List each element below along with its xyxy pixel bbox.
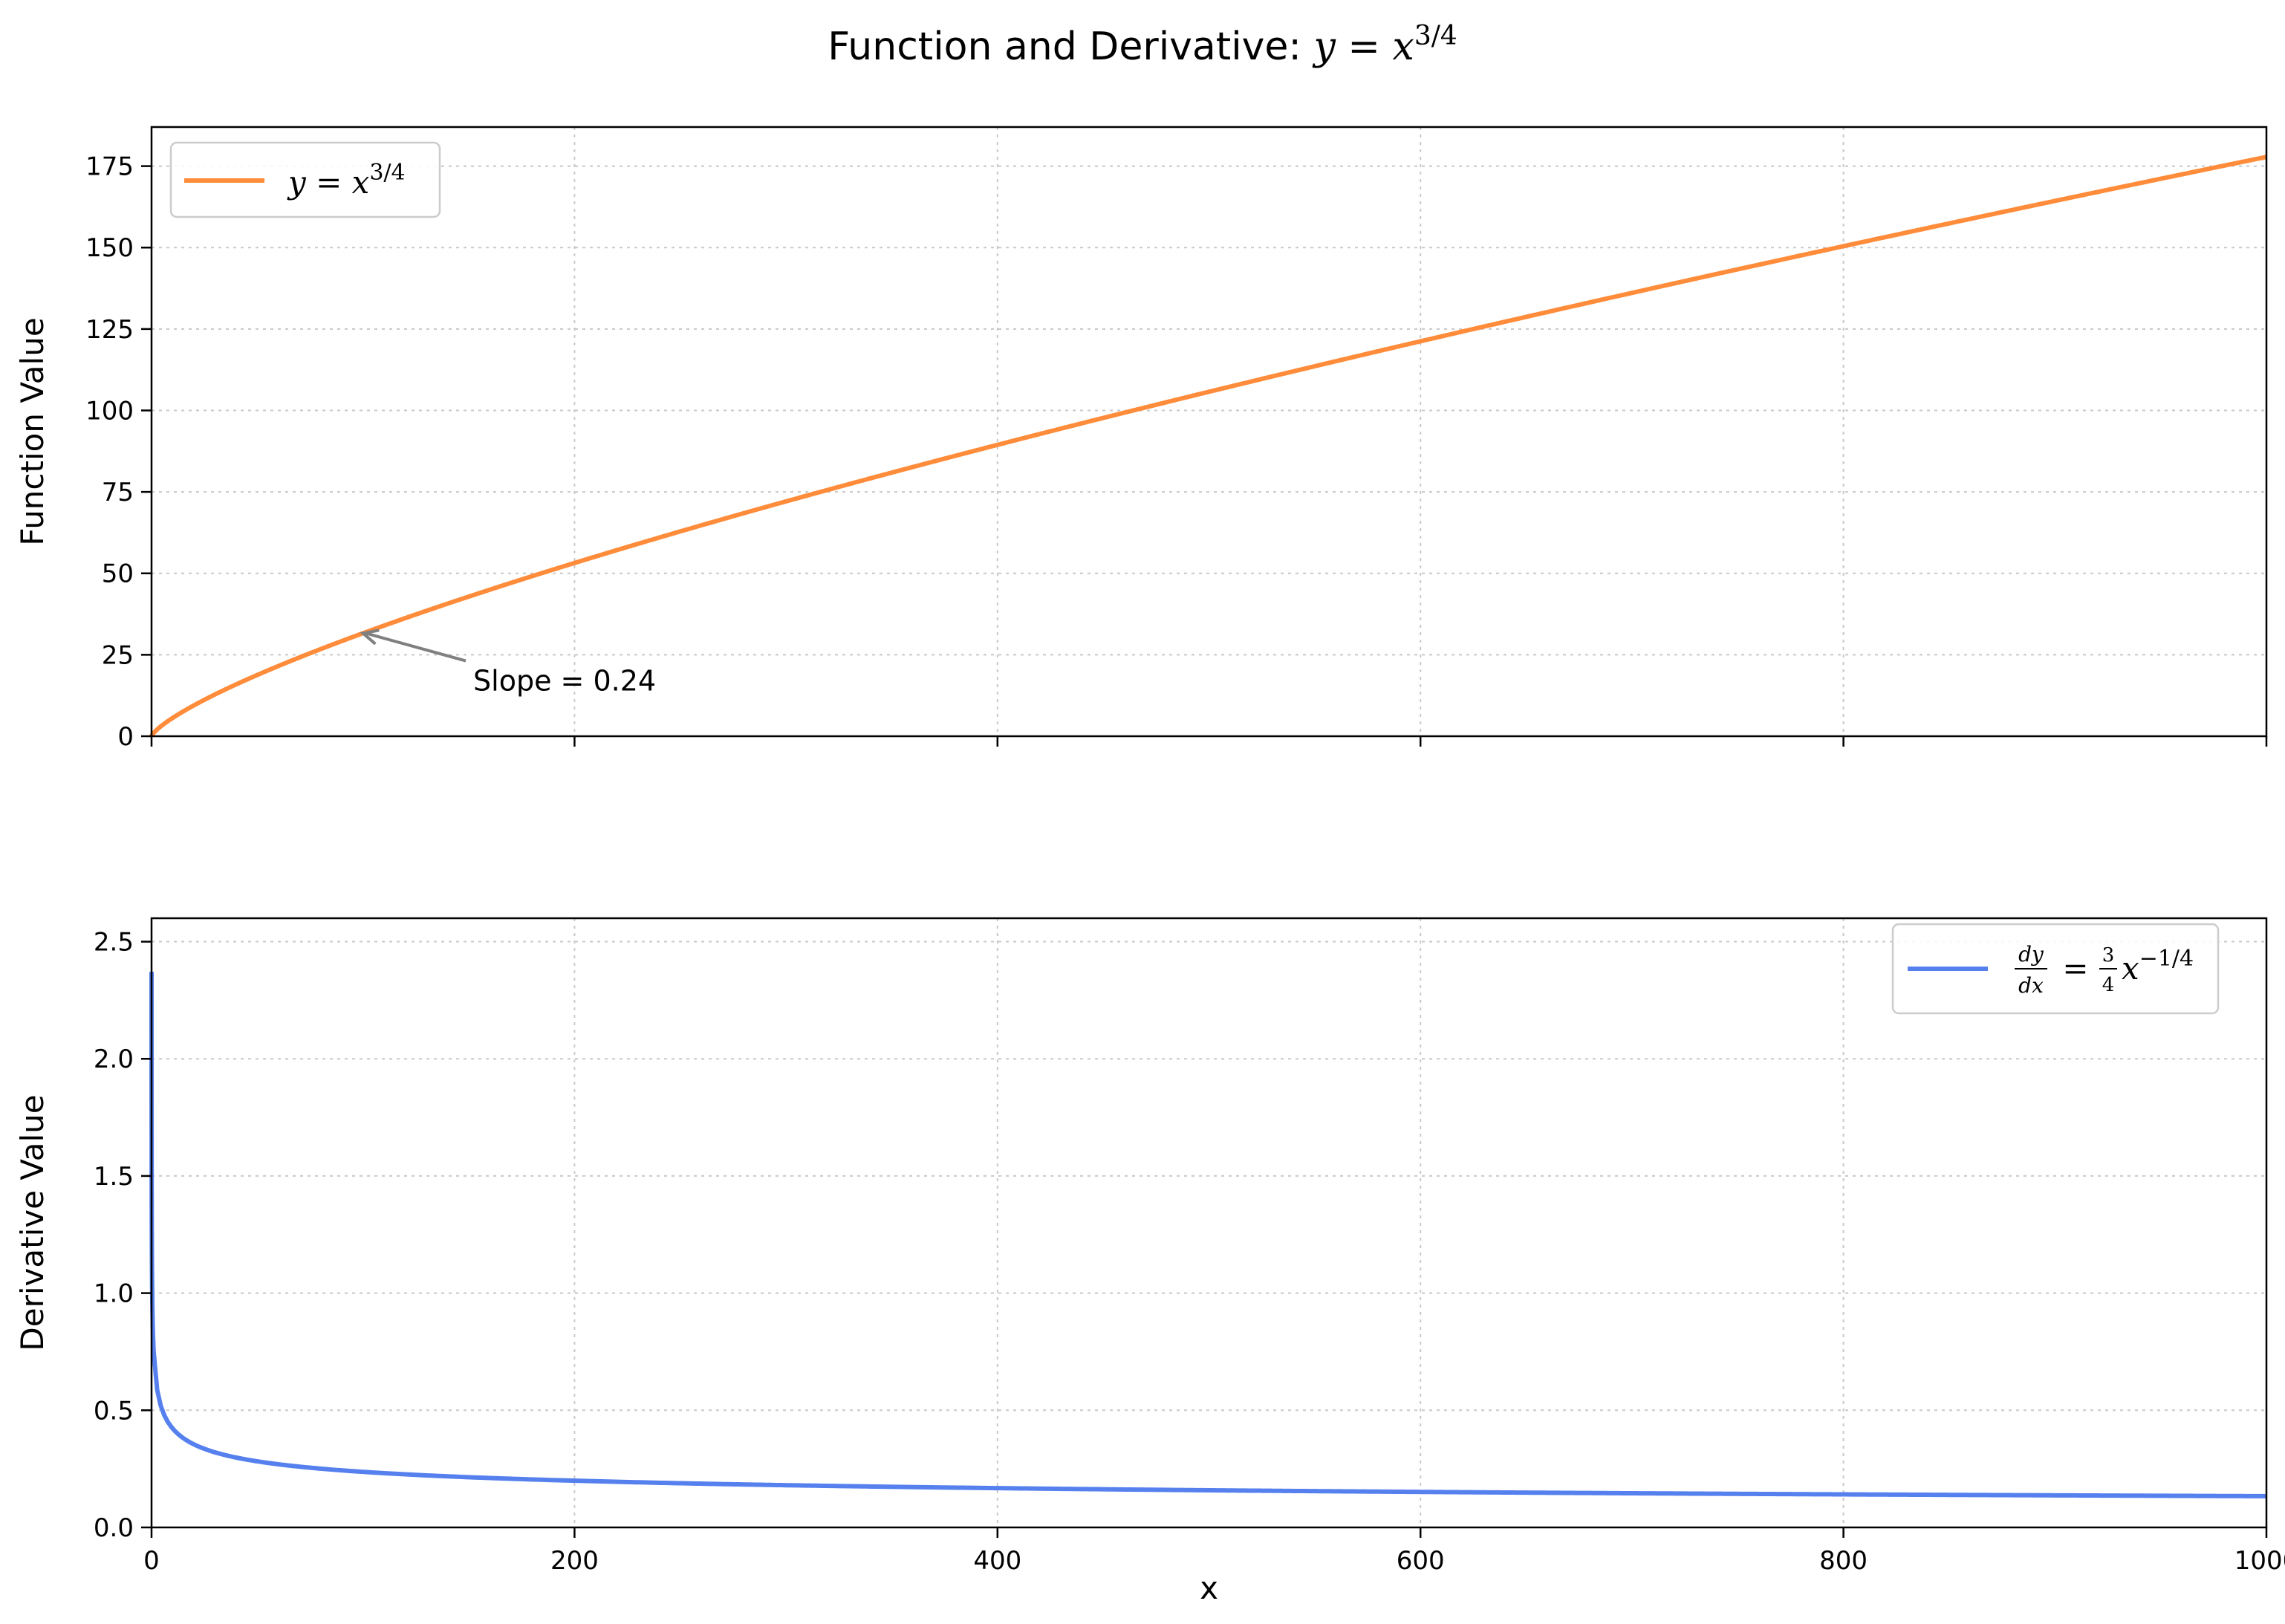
derivative-legend-coef-den: 4	[2102, 974, 2115, 996]
x-tick-label: 0	[143, 1546, 160, 1576]
x-tick-label: 600	[1397, 1546, 1445, 1576]
derivative-legend-power: x−1/4	[2122, 946, 2194, 987]
x-tick-label: 200	[550, 1546, 599, 1576]
y-tick-label: 150	[85, 233, 134, 263]
function-panel-legend-box	[169, 141, 441, 218]
y-tick-label: 0.5	[94, 1396, 134, 1426]
x-tick-label: 800	[1819, 1546, 1868, 1576]
y-tick-label: 0.0	[94, 1513, 134, 1543]
derivative-panel-y-label: Derivative Value	[14, 1094, 51, 1351]
y-tick-label: 0	[117, 722, 134, 752]
figure-title-math-eq: =	[1336, 25, 1393, 69]
slope-annotation-text: Slope = 0.24	[473, 665, 656, 698]
y-tick-label: 75	[102, 478, 134, 507]
function-panel-frame	[150, 126, 2268, 738]
derivative-panel-y-ticks: 0.0 0.5 1.0 1.5 2.0 2.5	[94, 928, 152, 1543]
y-tick-label: 50	[102, 559, 134, 589]
function-panel-x-ticks	[150, 736, 2268, 747]
derivative-legend-var: x	[2122, 950, 2139, 987]
function-legend-base: y	[287, 164, 307, 201]
x-tick-label: 400	[973, 1546, 1021, 1576]
function-panel-y-label: Function Value	[14, 317, 51, 545]
y-tick-label: 25	[102, 640, 134, 670]
function-legend-eq: =	[306, 164, 352, 201]
function-legend-exp: 3/4	[369, 160, 405, 186]
derivative-legend-exp: −1/4	[2139, 946, 2194, 972]
y-tick-label: 1.5	[94, 1162, 134, 1192]
function-panel-series	[149, 155, 2267, 738]
y-tick-label: 1.0	[94, 1279, 134, 1309]
slope-annotation-arrowhead	[360, 629, 380, 646]
y-tick-label: 125	[85, 315, 134, 345]
derivative-legend-frac-den: dx	[2018, 973, 2044, 998]
y-tick-label: 175	[85, 152, 134, 182]
slope-annotation: Slope = 0.24	[360, 629, 656, 698]
function-panel: Slope = 0.24 0 25 50 75 100 125 150 175 Functio…	[14, 126, 2268, 752]
derivative-panel-legend-box	[1891, 923, 2220, 1015]
slope-annotation-arrow	[365, 631, 467, 663]
derivative-panel-legend: dy dx = 3 4 x−1/4	[1891, 923, 2220, 1015]
derivative-legend-eq: =	[2062, 950, 2088, 987]
derivative-legend-label: dy dx = 3 4 x−1/4	[2015, 942, 2194, 998]
function-panel-legend: y = x3/4	[169, 141, 441, 218]
y-tick-label: 2.5	[94, 928, 134, 958]
derivative-panel-x-label: x	[1200, 1570, 1218, 1606]
figure-title-text: Function and Derivative:	[828, 25, 1313, 69]
function-curve	[149, 155, 2267, 738]
derivative-panel-frame	[150, 917, 2268, 1529]
figure-title-math-base: y	[1312, 25, 1336, 69]
derivative-legend-frac-num: dy	[2018, 942, 2044, 967]
function-legend-label: y = x3/4	[287, 160, 406, 201]
y-tick-label: 100	[85, 396, 134, 426]
figure-title: Function and Derivative: y = x3/4	[828, 21, 1457, 69]
function-legend-var: x	[352, 164, 370, 201]
figure-title-math-var: x	[1392, 25, 1414, 69]
function-panel-y-ticks: 0 25 50 75 100 125 150 175	[85, 152, 152, 752]
figure-title-math-exp: 3/4	[1414, 21, 1457, 51]
y-tick-label: 2.0	[94, 1045, 134, 1074]
derivative-legend-coef-num: 3	[2102, 944, 2115, 967]
